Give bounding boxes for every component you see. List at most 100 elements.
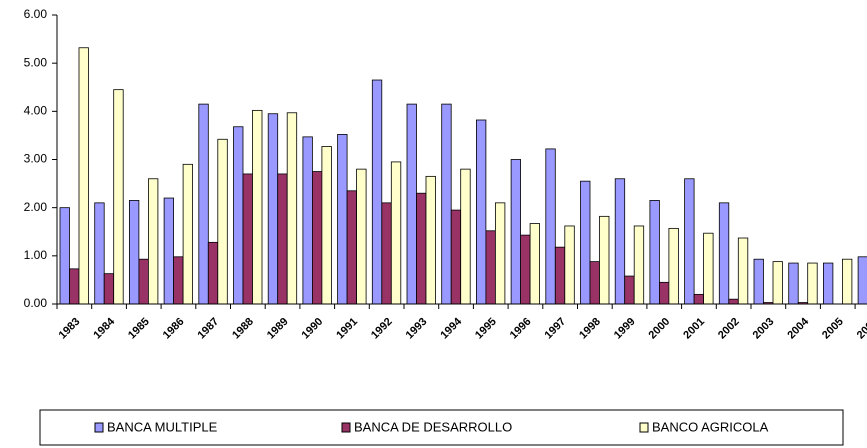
bar xyxy=(406,103,417,305)
bar xyxy=(94,202,105,305)
x-tick-label: 1988 xyxy=(230,316,256,342)
bar xyxy=(589,261,600,305)
bar xyxy=(529,223,540,305)
bar xyxy=(807,262,818,305)
bar xyxy=(510,159,522,305)
x-tick-label: 1992 xyxy=(369,316,395,342)
bar xyxy=(390,161,402,305)
bar xyxy=(649,200,660,305)
bar xyxy=(311,171,323,305)
bar xyxy=(788,262,799,305)
bar xyxy=(103,273,115,305)
bar xyxy=(346,190,358,305)
bar xyxy=(138,258,149,305)
bar xyxy=(659,281,670,305)
bar xyxy=(286,112,298,305)
bar xyxy=(267,113,279,305)
bar xyxy=(356,168,367,305)
bar xyxy=(554,246,566,305)
bar xyxy=(182,163,194,305)
bar xyxy=(163,197,175,305)
x-tick-label: 1987 xyxy=(195,316,221,342)
bar xyxy=(545,148,556,305)
x-tick-label: 1998 xyxy=(577,316,603,342)
bar xyxy=(475,119,487,305)
bar xyxy=(494,202,506,305)
bar xyxy=(217,138,228,305)
x-tick-label: 2002 xyxy=(716,316,742,342)
bar xyxy=(857,256,867,305)
bar xyxy=(233,126,244,305)
bar xyxy=(624,275,635,305)
bar xyxy=(78,47,89,305)
legend-label: BANCA DE DESARROLLO xyxy=(354,419,512,434)
bar xyxy=(580,180,591,305)
bar xyxy=(381,202,392,305)
y-tick-label: 2.00 xyxy=(24,200,48,214)
bar xyxy=(321,146,332,305)
x-tick-label: 1983 xyxy=(57,316,83,342)
bar xyxy=(59,207,70,305)
legend-swatch xyxy=(94,422,104,433)
x-tick-label: 1999 xyxy=(612,316,638,342)
bar xyxy=(772,261,783,305)
x-tick-label: 1995 xyxy=(473,316,499,342)
bar xyxy=(198,103,209,305)
x-tick-label: 1997 xyxy=(542,316,568,342)
bar xyxy=(753,258,764,305)
bar xyxy=(614,178,626,305)
x-tick-label: 1994 xyxy=(438,315,464,341)
bar xyxy=(485,230,496,305)
y-tick-label: 4.00 xyxy=(24,104,48,118)
x-tick-label: 2001 xyxy=(681,316,707,342)
bar xyxy=(693,293,704,305)
x-tick-label: 2005 xyxy=(820,316,846,342)
bar xyxy=(842,258,853,305)
y-tick-label: 5.00 xyxy=(24,55,48,69)
x-tick-label: 2006 xyxy=(855,316,867,342)
bar xyxy=(520,234,531,305)
bar xyxy=(823,262,834,305)
bar xyxy=(684,178,695,305)
bar xyxy=(441,103,452,305)
x-tick-label: 1991 xyxy=(334,316,360,342)
x-tick-label: 1993 xyxy=(404,316,430,342)
bar xyxy=(173,256,184,305)
bar xyxy=(450,209,462,305)
bar xyxy=(728,298,739,305)
bar xyxy=(147,178,159,305)
legend-label: BANCO AGRICOLA xyxy=(652,419,769,434)
y-tick-label: 0.00 xyxy=(24,296,48,310)
bar xyxy=(371,79,383,305)
x-tick-label: 1984 xyxy=(91,315,117,341)
x-tick-label: 1985 xyxy=(126,316,152,342)
bar xyxy=(128,200,140,305)
x-tick-label: 2000 xyxy=(647,316,673,342)
bar xyxy=(718,202,730,305)
y-tick-label: 3.00 xyxy=(24,152,48,166)
bar xyxy=(737,237,749,305)
bar xyxy=(425,175,436,305)
bar xyxy=(460,168,471,305)
bar xyxy=(113,89,124,305)
x-tick-label: 2004 xyxy=(785,315,811,341)
bar xyxy=(564,225,575,305)
bar xyxy=(277,173,288,305)
bar xyxy=(416,192,427,305)
bar xyxy=(668,227,679,305)
bar xyxy=(252,109,263,305)
y-tick-label: 6.00 xyxy=(24,7,48,21)
legend-box xyxy=(39,409,844,446)
bar xyxy=(207,241,219,305)
x-tick-label: 1990 xyxy=(300,316,326,342)
legend-swatch xyxy=(639,422,649,433)
bar xyxy=(302,136,313,305)
x-tick-label: 1989 xyxy=(265,316,291,342)
y-tick-label: 1.00 xyxy=(24,248,48,262)
x-tick-label: 1996 xyxy=(508,316,534,342)
bar xyxy=(633,225,645,305)
legend-swatch xyxy=(341,422,351,433)
x-tick-label: 2003 xyxy=(751,316,777,342)
x-tick-label: 1986 xyxy=(161,316,187,342)
